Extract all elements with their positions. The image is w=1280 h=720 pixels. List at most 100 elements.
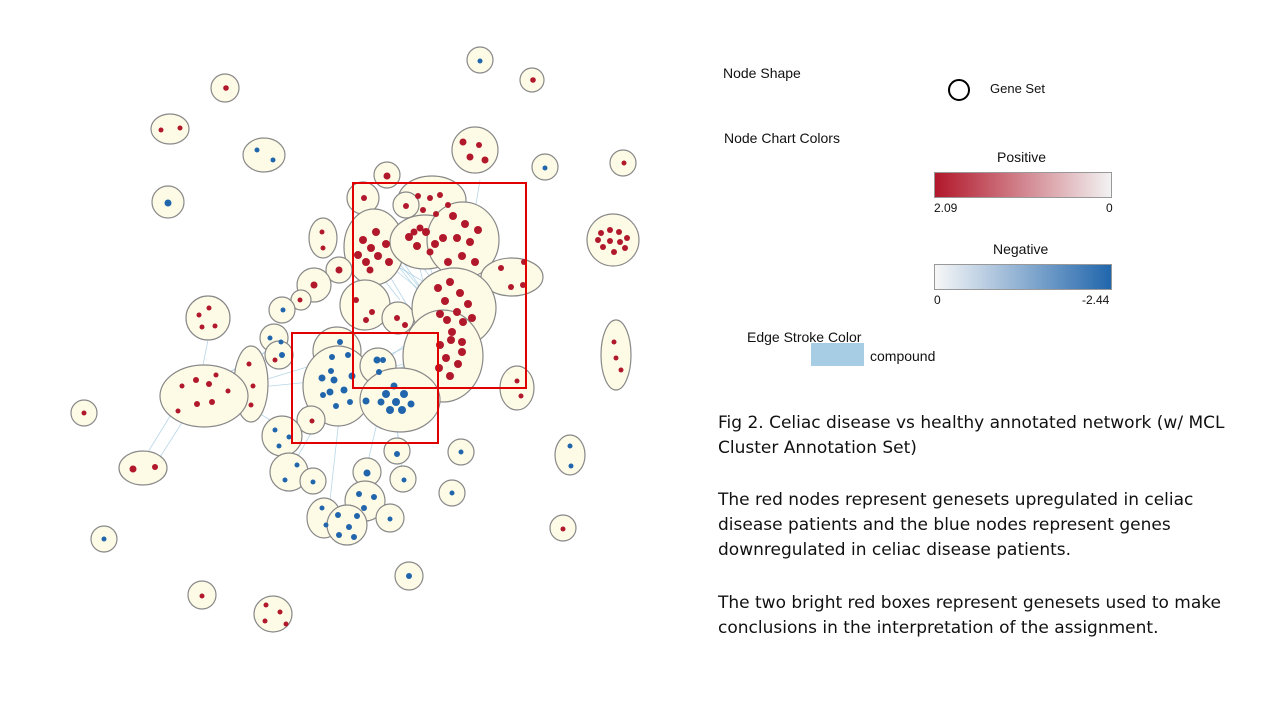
downregulated-gene-set-node xyxy=(340,386,348,394)
downregulated-gene-set-node xyxy=(477,58,483,64)
upregulated-gene-set-node xyxy=(250,383,256,389)
upregulated-gene-set-node xyxy=(595,237,601,243)
downregulated-gene-set-node xyxy=(278,339,284,345)
upregulated-gene-set-node xyxy=(433,211,439,217)
cluster-annotation xyxy=(451,126,499,174)
upregulated-gene-set-node xyxy=(206,381,212,387)
upregulated-gene-set-node xyxy=(442,354,450,362)
upregulated-gene-set-node xyxy=(158,127,164,133)
upregulated-gene-set-node xyxy=(335,266,343,274)
upregulated-gene-set-node xyxy=(454,360,462,368)
upregulated-gene-set-node xyxy=(622,245,628,251)
upregulated-gene-set-node xyxy=(194,401,200,407)
upregulated-gene-set-node xyxy=(456,289,464,297)
upregulated-gene-set-node xyxy=(297,297,303,303)
upregulated-gene-set-node xyxy=(177,125,183,131)
upregulated-gene-set-node xyxy=(212,323,218,329)
upregulated-gene-set-node xyxy=(320,245,326,251)
downregulated-gene-set-node xyxy=(449,490,455,496)
positive-max-label: 0 xyxy=(1106,201,1113,215)
upregulated-gene-set-node xyxy=(453,234,461,242)
upregulated-gene-set-node xyxy=(458,252,466,260)
downregulated-gene-set-node xyxy=(363,469,371,477)
downregulated-gene-set-node xyxy=(330,376,338,384)
cluster-annotation xyxy=(150,113,190,145)
upregulated-gene-set-node xyxy=(223,85,229,91)
downregulated-gene-set-node xyxy=(354,513,360,519)
upregulated-gene-set-node xyxy=(129,465,137,473)
downregulated-gene-set-node xyxy=(380,357,386,363)
highlight-box-upregulated xyxy=(352,182,527,389)
downregulated-gene-set-node xyxy=(328,368,334,374)
downregulated-gene-set-node xyxy=(323,522,329,528)
upregulated-gene-set-node xyxy=(458,348,466,356)
upregulated-gene-set-node xyxy=(272,357,278,363)
upregulated-gene-set-node xyxy=(458,338,466,346)
negative-min-label: 0 xyxy=(934,293,941,307)
upregulated-gene-set-node xyxy=(309,418,315,424)
downregulated-gene-set-node xyxy=(406,573,412,579)
downregulated-gene-set-node xyxy=(267,335,273,341)
upregulated-gene-set-node xyxy=(520,282,526,288)
upregulated-gene-set-node xyxy=(248,402,254,408)
downregulated-gene-set-node xyxy=(279,352,285,358)
downregulated-gene-set-node xyxy=(333,403,339,409)
upregulated-gene-set-node xyxy=(434,284,442,292)
cluster-annotation xyxy=(261,415,303,457)
downregulated-gene-set-node xyxy=(310,479,316,485)
cluster-annotation xyxy=(554,434,586,476)
upregulated-gene-set-node xyxy=(471,258,479,266)
enrichment-network-graph xyxy=(70,46,640,633)
downregulated-gene-set-node xyxy=(286,434,292,440)
negative-title: Negative xyxy=(993,241,1049,257)
cluster-annotation xyxy=(118,450,168,486)
downregulated-gene-set-node xyxy=(326,388,334,396)
cluster-annotation xyxy=(308,217,338,259)
upregulated-gene-set-node xyxy=(611,249,617,255)
upregulated-gene-set-node xyxy=(374,252,382,260)
downregulated-gene-set-node xyxy=(337,339,343,345)
downregulated-gene-set-node xyxy=(347,399,353,405)
node-layer xyxy=(81,58,630,627)
downregulated-gene-set-node xyxy=(345,352,351,358)
node-shape-title: Node Shape xyxy=(723,65,801,81)
gene-set-label: Gene Set xyxy=(990,81,1045,96)
upregulated-gene-set-node xyxy=(362,258,370,266)
upregulated-gene-set-node xyxy=(359,236,367,244)
upregulated-gene-set-node xyxy=(447,336,455,344)
cluster-annotation xyxy=(185,295,231,341)
upregulated-gene-set-node xyxy=(246,361,252,367)
upregulated-gene-set-node xyxy=(607,227,613,233)
upregulated-gene-set-node xyxy=(436,310,444,318)
downregulated-gene-set-node xyxy=(407,400,415,408)
downregulated-gene-set-node xyxy=(458,449,464,455)
upregulated-gene-set-node xyxy=(420,207,426,213)
upregulated-gene-set-node xyxy=(283,621,289,627)
upregulated-gene-set-node xyxy=(514,378,520,384)
upregulated-gene-set-node xyxy=(361,195,367,201)
upregulated-gene-set-node xyxy=(383,172,391,180)
cluster-annotation xyxy=(159,364,249,428)
upregulated-gene-set-node xyxy=(382,240,390,248)
upregulated-gene-set-node xyxy=(461,220,469,228)
gene-set-circle-icon xyxy=(948,79,970,101)
figure-caption-paragraph-1: The red nodes represent genesets upregul… xyxy=(718,490,1194,560)
downregulated-gene-set-node xyxy=(254,147,260,153)
positive-gradient-bar xyxy=(934,172,1112,198)
upregulated-gene-set-node xyxy=(476,142,482,148)
upregulated-gene-set-node xyxy=(444,258,452,266)
upregulated-gene-set-node xyxy=(443,316,451,324)
upregulated-gene-set-node xyxy=(179,383,185,389)
negative-max-label: -2.44 xyxy=(1082,293,1110,307)
compound-edge-label: compound xyxy=(870,348,936,364)
upregulated-gene-set-node xyxy=(209,399,215,405)
downregulated-gene-set-node xyxy=(294,462,300,468)
upregulated-gene-set-node xyxy=(416,224,424,232)
upregulated-gene-set-node xyxy=(319,229,325,235)
upregulated-gene-set-node xyxy=(310,281,318,289)
upregulated-gene-set-node xyxy=(193,377,199,383)
upregulated-gene-set-node xyxy=(427,195,433,201)
cluster-annotation xyxy=(242,137,286,173)
downregulated-gene-set-node xyxy=(329,354,335,360)
upregulated-gene-set-node xyxy=(598,230,604,236)
